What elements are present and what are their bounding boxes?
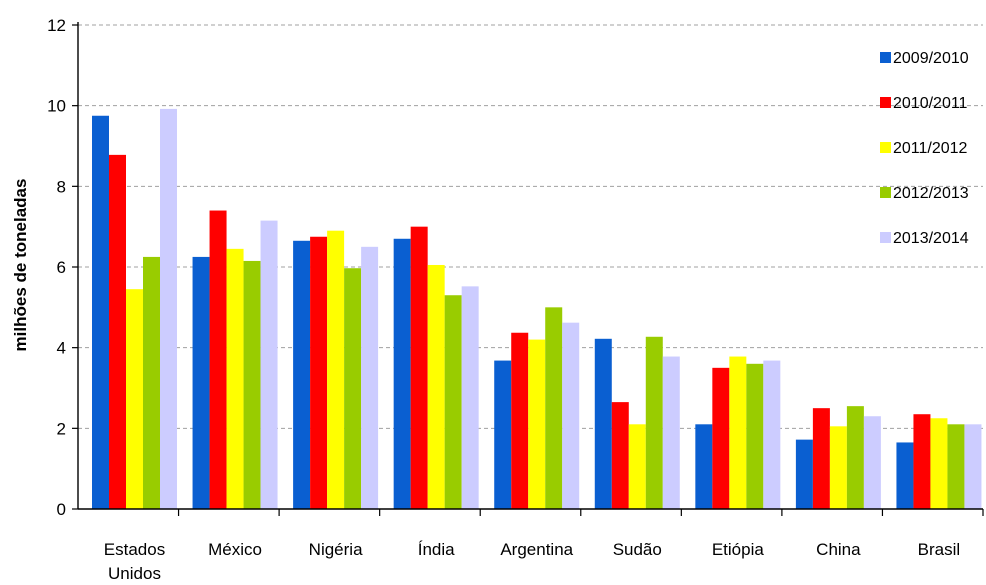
x-tick-label: Índia	[418, 540, 455, 559]
bar	[494, 360, 512, 509]
bar	[628, 424, 646, 509]
bar	[562, 322, 580, 509]
bar	[545, 307, 563, 509]
y-tick-label: 10	[47, 97, 66, 116]
y-tick-label: 8	[57, 177, 66, 196]
bar	[160, 108, 177, 509]
bar	[109, 154, 126, 509]
y-tick-label: 0	[57, 500, 66, 519]
legend-label: 2009/2010	[893, 50, 969, 67]
bar	[511, 332, 529, 509]
y-tick-labels: 0 2 4 6 8 10 12	[47, 16, 66, 519]
bar	[444, 295, 462, 509]
legend-swatch	[880, 97, 891, 108]
bar	[913, 414, 931, 509]
y-tick-label: 12	[47, 16, 66, 35]
legend-label: 2010/2011	[893, 95, 968, 112]
legend-swatch	[880, 232, 891, 243]
bar	[896, 442, 914, 509]
legend-label: 2012/2013	[893, 185, 969, 202]
x-tick-labels: Estados Unidos México Nigéria Índia Argentina…	[104, 540, 960, 583]
x-tick-label: Brasil	[918, 540, 961, 559]
bar	[243, 260, 261, 509]
bar	[964, 424, 982, 509]
bar	[863, 416, 881, 509]
bars	[92, 108, 982, 510]
x-tick-label: Nigéria	[309, 540, 363, 559]
bar	[310, 236, 328, 509]
bar	[763, 360, 781, 509]
legend-swatch	[880, 142, 891, 153]
bar	[143, 256, 160, 509]
bar	[829, 426, 847, 509]
bar	[947, 424, 965, 509]
bar	[410, 226, 428, 509]
y-tick-label: 2	[57, 419, 66, 438]
legend-swatch	[880, 187, 891, 198]
bar	[344, 268, 362, 509]
x-tick-label: Etiópia	[712, 540, 765, 559]
bar	[795, 439, 813, 509]
bar	[226, 248, 244, 509]
x-tick-label: Argentina	[500, 540, 573, 559]
bar	[662, 356, 680, 509]
bar	[393, 238, 411, 509]
x-tick-label: Sudão	[613, 540, 662, 559]
x-tick-label: México	[208, 540, 262, 559]
bar	[427, 264, 445, 509]
y-tick-label: 6	[57, 258, 66, 277]
x-tick-label: China	[816, 540, 861, 559]
legend-label: 2011/2012	[893, 140, 968, 157]
bar	[260, 220, 278, 509]
legend: 2009/2010 2010/2011 2011/2012 2012/2013 2013…	[880, 50, 969, 247]
axes	[72, 22, 984, 516]
y-axis-title: milhões de toneladas	[11, 179, 30, 352]
bar	[712, 367, 730, 509]
bar	[746, 363, 764, 509]
legend-swatch	[880, 52, 891, 63]
bar	[461, 286, 479, 509]
bar	[192, 256, 210, 509]
bar	[812, 408, 830, 509]
bar	[361, 246, 379, 510]
bar	[695, 424, 713, 509]
bar	[293, 240, 311, 510]
bar	[611, 402, 629, 509]
legend-label: 2013/2014	[893, 230, 969, 247]
bar	[126, 289, 143, 509]
bar	[930, 418, 948, 509]
bar	[729, 356, 747, 509]
bar	[92, 115, 109, 509]
bar	[645, 336, 663, 509]
bar	[846, 406, 864, 509]
x-tick-label: Estados	[104, 540, 165, 559]
x-tick-label: Unidos	[108, 564, 161, 583]
bar	[327, 230, 345, 509]
bar	[594, 338, 612, 509]
bar	[209, 210, 227, 510]
y-tick-label: 4	[57, 339, 66, 358]
bar	[528, 339, 546, 509]
